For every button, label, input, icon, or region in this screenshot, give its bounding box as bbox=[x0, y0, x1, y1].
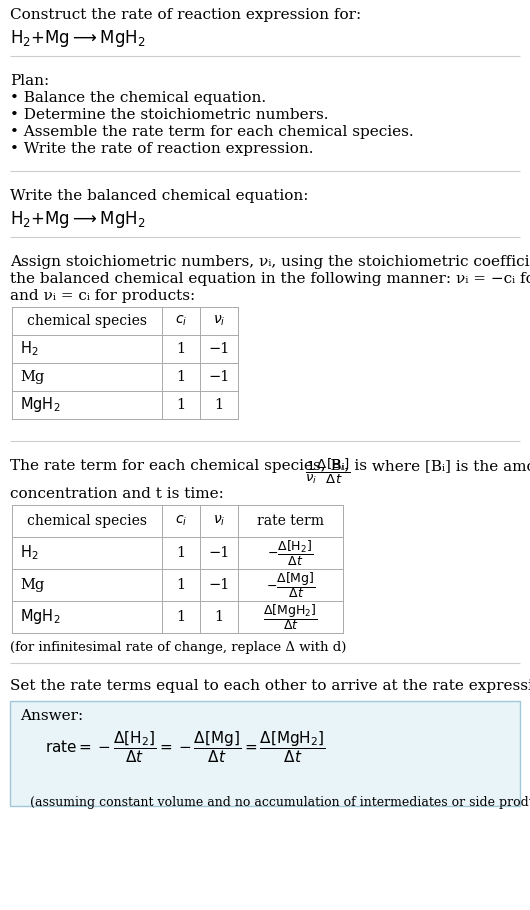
Text: Answer:: Answer: bbox=[20, 709, 83, 723]
Text: • Write the rate of reaction expression.: • Write the rate of reaction expression. bbox=[10, 142, 314, 156]
Text: • Determine the stoichiometric numbers.: • Determine the stoichiometric numbers. bbox=[10, 108, 329, 122]
Text: the balanced chemical equation in the following manner: νᵢ = −cᵢ for reactants: the balanced chemical equation in the fo… bbox=[10, 272, 530, 286]
Text: chemical species: chemical species bbox=[27, 514, 147, 528]
Text: 1: 1 bbox=[215, 398, 224, 412]
Text: $\nu_i$: $\nu_i$ bbox=[213, 514, 225, 528]
Text: $c_i$: $c_i$ bbox=[175, 514, 187, 528]
Text: 1: 1 bbox=[176, 342, 186, 356]
Text: $\nu_i$: $\nu_i$ bbox=[213, 314, 225, 329]
Text: −1: −1 bbox=[208, 578, 229, 592]
Text: Mg: Mg bbox=[20, 578, 44, 592]
Text: 1: 1 bbox=[176, 610, 186, 624]
Text: $\mathrm{H_2}$: $\mathrm{H_2}$ bbox=[20, 543, 39, 562]
Text: −1: −1 bbox=[208, 342, 229, 356]
Text: Assign stoichiometric numbers, νᵢ, using the stoichiometric coefficients, cᵢ, fr: Assign stoichiometric numbers, νᵢ, using… bbox=[10, 255, 530, 269]
Text: 1: 1 bbox=[176, 578, 186, 592]
Text: $\mathrm{rate} = -\dfrac{\Delta[\mathrm{H_2}]}{\Delta t} = -\dfrac{\Delta[\mathr: $\mathrm{rate} = -\dfrac{\Delta[\mathrm{… bbox=[45, 729, 326, 764]
Text: $\mathrm{H_2}$$ + \mathrm{Mg} \longrightarrow \mathrm{MgH_2}$: $\mathrm{H_2}$$ + \mathrm{Mg} \longright… bbox=[10, 209, 146, 230]
Text: $\dfrac{\Delta[\mathrm{MgH_2}]}{\Delta t}$: $\dfrac{\Delta[\mathrm{MgH_2}]}{\Delta t… bbox=[263, 602, 317, 632]
Text: • Assemble the rate term for each chemical species.: • Assemble the rate term for each chemic… bbox=[10, 125, 413, 139]
Text: Plan:: Plan: bbox=[10, 74, 49, 88]
Text: concentration and t is time:: concentration and t is time: bbox=[10, 487, 224, 501]
Text: Construct the rate of reaction expression for:: Construct the rate of reaction expressio… bbox=[10, 8, 361, 22]
Text: rate term: rate term bbox=[257, 514, 324, 528]
Text: 1: 1 bbox=[215, 610, 224, 624]
Text: $\mathrm{H_2}$: $\mathrm{H_2}$ bbox=[20, 339, 39, 359]
Text: Mg: Mg bbox=[20, 370, 44, 384]
Text: Set the rate terms equal to each other to arrive at the rate expression:: Set the rate terms equal to each other t… bbox=[10, 679, 530, 693]
Text: 1: 1 bbox=[176, 370, 186, 384]
Text: $\dfrac{1}{\nu_i}\dfrac{\Delta[\mathrm{B}_i]}{\Delta t}$: $\dfrac{1}{\nu_i}\dfrac{\Delta[\mathrm{B… bbox=[305, 457, 351, 486]
Text: $-\dfrac{\Delta[\mathrm{H_2}]}{\Delta t}$: $-\dfrac{\Delta[\mathrm{H_2}]}{\Delta t}… bbox=[268, 539, 314, 568]
Text: $\mathrm{MgH_2}$: $\mathrm{MgH_2}$ bbox=[20, 608, 60, 626]
Text: −1: −1 bbox=[208, 370, 229, 384]
Text: $-\dfrac{\Delta[\mathrm{Mg}]}{\Delta t}$: $-\dfrac{\Delta[\mathrm{Mg}]}{\Delta t}$ bbox=[266, 570, 315, 600]
Text: and νᵢ = cᵢ for products:: and νᵢ = cᵢ for products: bbox=[10, 289, 195, 303]
Text: −1: −1 bbox=[208, 546, 229, 560]
Text: chemical species: chemical species bbox=[27, 314, 147, 328]
Text: 1: 1 bbox=[176, 546, 186, 560]
Text: The rate term for each chemical species, Bᵢ, is: The rate term for each chemical species,… bbox=[10, 459, 372, 473]
Text: (assuming constant volume and no accumulation of intermediates or side products): (assuming constant volume and no accumul… bbox=[30, 796, 530, 809]
Text: • Balance the chemical equation.: • Balance the chemical equation. bbox=[10, 91, 266, 105]
Text: 1: 1 bbox=[176, 398, 186, 412]
Text: $\mathrm{MgH_2}$: $\mathrm{MgH_2}$ bbox=[20, 396, 60, 414]
Text: $c_i$: $c_i$ bbox=[175, 314, 187, 329]
Text: $\mathrm{H_2}$$ + \mathrm{Mg} \longrightarrow \mathrm{MgH_2}$: $\mathrm{H_2}$$ + \mathrm{Mg} \longright… bbox=[10, 28, 146, 49]
Text: (for infinitesimal rate of change, replace Δ with d): (for infinitesimal rate of change, repla… bbox=[10, 641, 347, 654]
Text: Write the balanced chemical equation:: Write the balanced chemical equation: bbox=[10, 189, 308, 203]
FancyBboxPatch shape bbox=[10, 701, 520, 806]
Text: where [Bᵢ] is the amount: where [Bᵢ] is the amount bbox=[367, 459, 530, 473]
